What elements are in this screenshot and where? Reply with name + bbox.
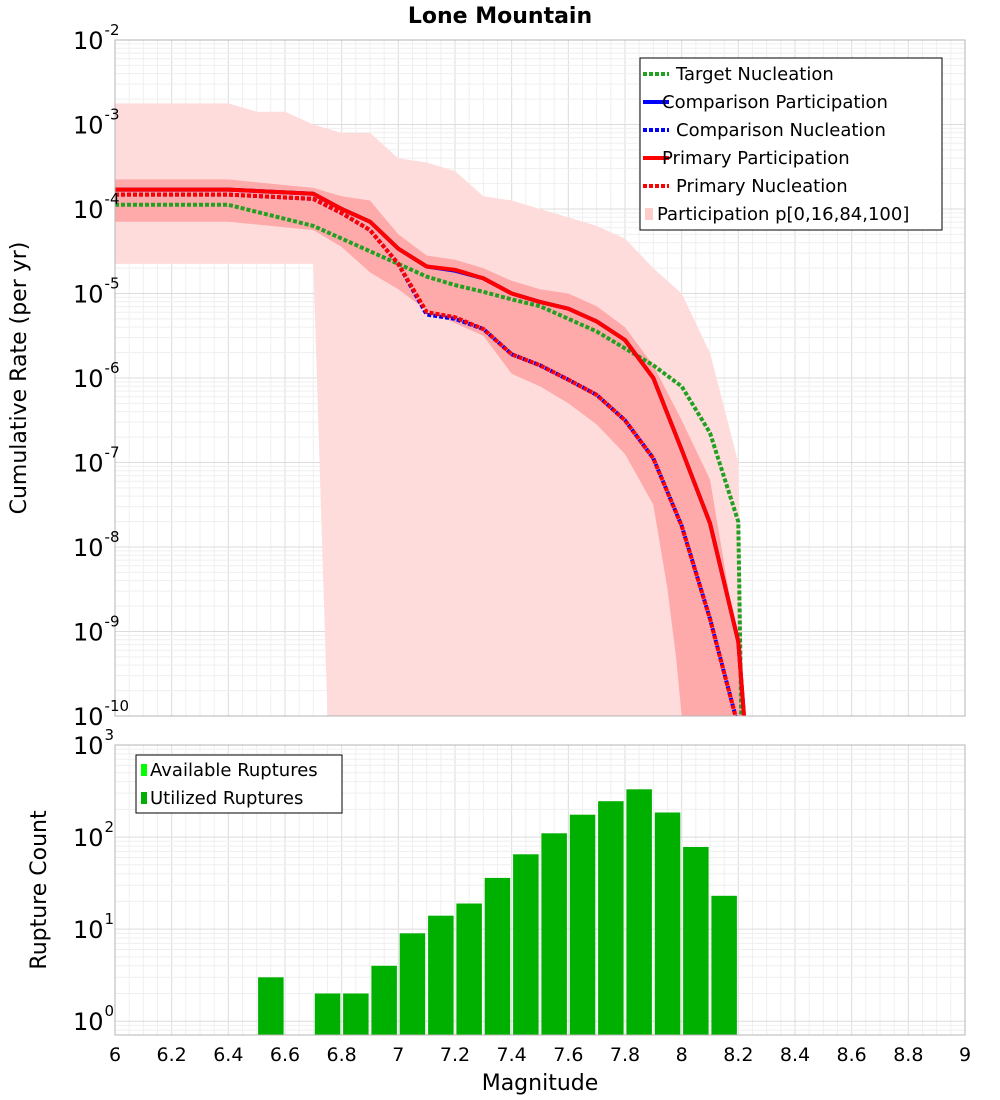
count-panel: 100 101 102 103 6 6.2 6.4 6.6 6.8 7 7.2 7.4 7.6 7.8 8… xyxy=(27,726,971,1096)
rate-y-tick-label: 10-2 xyxy=(73,21,120,55)
x-tick-label: 6.8 xyxy=(327,1044,357,1066)
legend-swatch-band xyxy=(645,208,653,220)
x-tick-label: 9 xyxy=(959,1044,971,1066)
count-legend-swatch xyxy=(141,764,147,776)
count-legend-box xyxy=(135,754,343,814)
count-bars xyxy=(258,789,737,1035)
count-grid xyxy=(114,745,966,1035)
rate-y-tick-label: 10-3 xyxy=(73,106,120,140)
count-y-axis-label: Rupture Count xyxy=(27,810,52,970)
count-y-tick-label: 102 xyxy=(73,818,114,852)
bar xyxy=(258,977,284,1035)
bar xyxy=(428,915,454,1035)
x-tick-label: 7.8 xyxy=(610,1044,640,1066)
rate-y-tick-label: 10-4 xyxy=(73,190,120,224)
rate-plot-frame xyxy=(114,39,966,717)
x-tick-label: 6.2 xyxy=(157,1044,187,1066)
bar xyxy=(371,965,397,1035)
bar xyxy=(399,933,426,1035)
rate-y-tick-label: 10-6 xyxy=(73,359,120,393)
x-axis-label: Magnitude xyxy=(482,1071,599,1096)
band-p16-p84 xyxy=(115,179,744,716)
x-tick-label: 6 xyxy=(109,1044,121,1066)
series-primary-participation xyxy=(115,187,746,717)
bar xyxy=(626,789,652,1035)
x-tick-label: 8.2 xyxy=(723,1044,753,1066)
bar xyxy=(683,847,709,1035)
count-plot-frame xyxy=(114,744,966,1036)
count-legend: Available Ruptures Utilized Ruptures xyxy=(135,754,343,814)
count-y-ticks: 100 101 102 103 xyxy=(73,726,114,1036)
rate-y-axis-label: Cumulative Rate (per yr) xyxy=(7,242,32,515)
bar xyxy=(343,993,369,1035)
x-tick-label: 7 xyxy=(392,1044,404,1066)
bar xyxy=(569,814,596,1035)
x-tick-label: 6.6 xyxy=(270,1044,300,1066)
x-tick-label: 7.6 xyxy=(553,1044,583,1066)
legend-label: Comparison Nucleation xyxy=(676,120,886,141)
bar xyxy=(598,801,624,1035)
x-tick-label: 7.2 xyxy=(440,1044,470,1066)
series-primary-nucleation xyxy=(115,192,738,717)
rate-y-tick-label: 10-10 xyxy=(73,697,129,731)
count-legend-label: Available Ruptures xyxy=(150,760,318,781)
x-tick-label: 6.4 xyxy=(213,1044,243,1066)
rate-y-tick-label: 10-9 xyxy=(73,613,120,647)
x-tick-label: 7.4 xyxy=(497,1044,527,1066)
bar xyxy=(541,833,567,1035)
rate-series-lines xyxy=(115,187,746,717)
x-tick-label: 8.4 xyxy=(780,1044,810,1066)
legend-label: Target Nucleation xyxy=(675,64,834,85)
rate-legend-box xyxy=(639,57,943,231)
rate-y-tick-label: 10-7 xyxy=(73,444,120,478)
count-y-tick-label: 100 xyxy=(73,1002,114,1036)
chart-title: Lone Mountain xyxy=(408,4,592,29)
bar xyxy=(654,812,681,1035)
rate-y-tick-label: 10-5 xyxy=(73,275,120,309)
x-tick-label: 8.8 xyxy=(893,1044,923,1066)
series-target-nucleation xyxy=(115,202,744,717)
rate-legend: Target Nucleation Comparison Participatio… xyxy=(639,57,943,231)
legend-label: Primary Participation xyxy=(662,148,850,169)
bar xyxy=(711,895,737,1035)
legend-label: Primary Nucleation xyxy=(676,176,848,197)
rate-percentile-bands xyxy=(115,103,744,716)
count-y-tick-label: 103 xyxy=(73,726,114,760)
legend-label: Comparison Participation xyxy=(662,92,888,113)
count-legend-label: Utilized Ruptures xyxy=(150,788,303,809)
x-tick-label: 8 xyxy=(676,1044,688,1066)
bar xyxy=(314,993,341,1035)
bar xyxy=(484,877,511,1035)
rate-panel: 10-2 10-3 10-4 10-5 10-6 10-7 10-8 10-9 10-10 Cu… xyxy=(7,21,966,731)
x-tick-label: 8.6 xyxy=(837,1044,867,1066)
count-legend-swatch xyxy=(141,792,147,804)
band-p0-p100 xyxy=(115,103,744,716)
bar xyxy=(456,903,482,1035)
count-y-tick-label: 101 xyxy=(73,910,114,944)
count-x-ticks: 6 6.2 6.4 6.6 6.8 7 7.2 7.4 7.6 7.8 8 8.2 8.4 8.6 8.8 9 xyxy=(109,1044,971,1066)
legend-label: Participation p[0,16,84,100] xyxy=(657,204,909,225)
bar xyxy=(513,854,539,1035)
rate-y-ticks: 10-2 10-3 10-4 10-5 10-6 10-7 10-8 10-9 10-10 xyxy=(73,21,129,731)
rate-y-tick-label: 10-8 xyxy=(73,528,120,562)
